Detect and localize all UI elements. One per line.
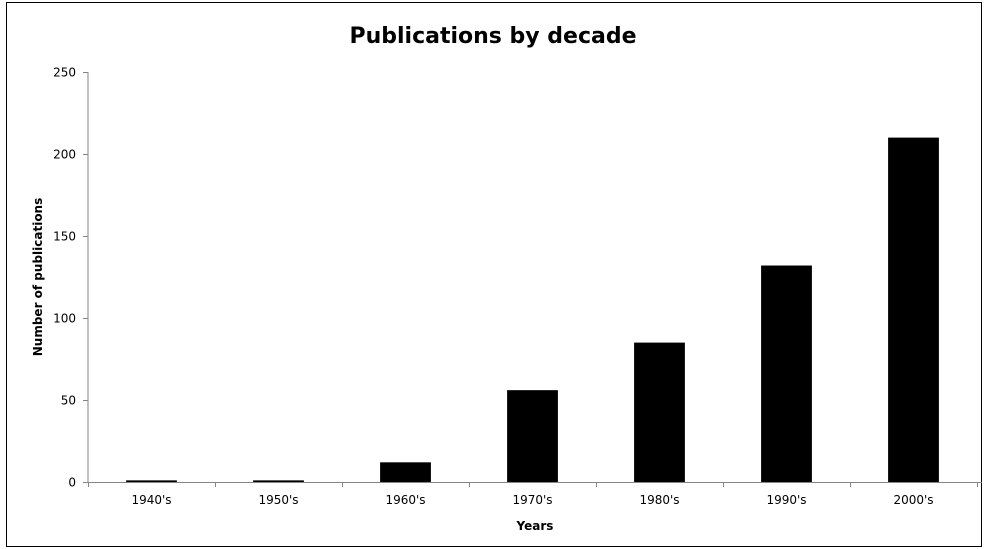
bar-1940s [126,480,177,482]
x-tick-label: 1990's [766,493,806,507]
y-tick-label: 50 [61,394,76,408]
x-ticks: 1940's 1950's 1960's 1970's 1980's 1990's 2000… [88,482,978,507]
y-tick-label: 0 [68,476,76,490]
bar-1960s [380,462,431,482]
x-tick-label: 1960's [385,493,425,507]
bar-1950s [253,480,304,482]
x-axis-label: Years [516,519,554,533]
chart-frame [6,2,982,547]
y-tick-label: 250 [53,66,76,80]
x-tick-label: 1980's [639,493,679,507]
y-ticks: 0 50 100 150 200 250 [53,66,88,490]
x-tick-label: 1950's [258,493,298,507]
y-axis-label: Number of publications [31,198,45,357]
y-tick-label: 200 [53,148,76,162]
y-tick-label: 100 [53,312,76,326]
y-tick-label: 150 [53,230,76,244]
x-tick-label: 2000's [893,493,933,507]
chart-title: Publications by decade [349,24,637,49]
bars [126,137,939,482]
bar-2000s [888,137,939,482]
bar-1980s [634,342,685,482]
bar-1970s [507,390,558,482]
x-tick-label: 1970's [512,493,552,507]
x-tick-label: 1940's [131,493,171,507]
bar-1990s [761,265,812,482]
